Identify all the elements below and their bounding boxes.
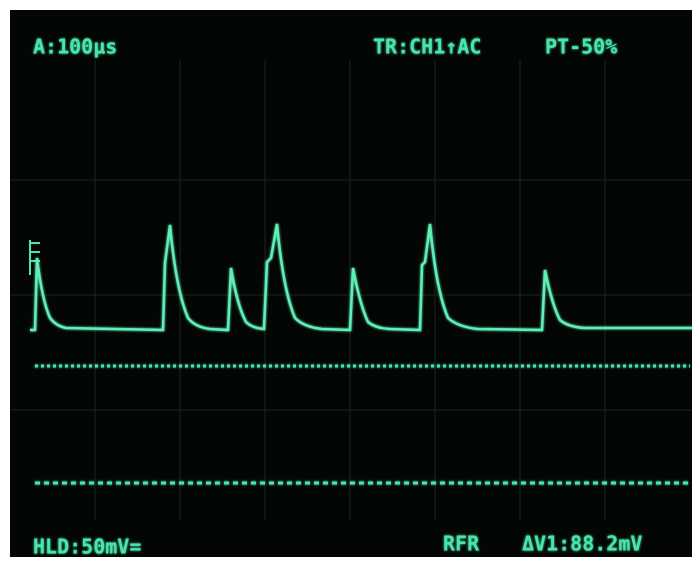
mode: RFR	[443, 532, 480, 556]
page: A:100µs TR:CH1↑AC PT-50% HLD:50mV= RFR Δ…	[0, 0, 696, 567]
oscilloscope-photo: A:100µs TR:CH1↑AC PT-50% HLD:50mV= RFR Δ…	[0, 0, 696, 567]
trigger-point: PT-50%	[545, 35, 617, 59]
timebase: A:100µs	[33, 35, 117, 59]
delta-voltage: ΔV1:88.2mV	[522, 532, 642, 556]
hold-level: HLD:50mV=	[33, 535, 141, 559]
trigger: TR:CH1↑AC	[373, 35, 481, 59]
